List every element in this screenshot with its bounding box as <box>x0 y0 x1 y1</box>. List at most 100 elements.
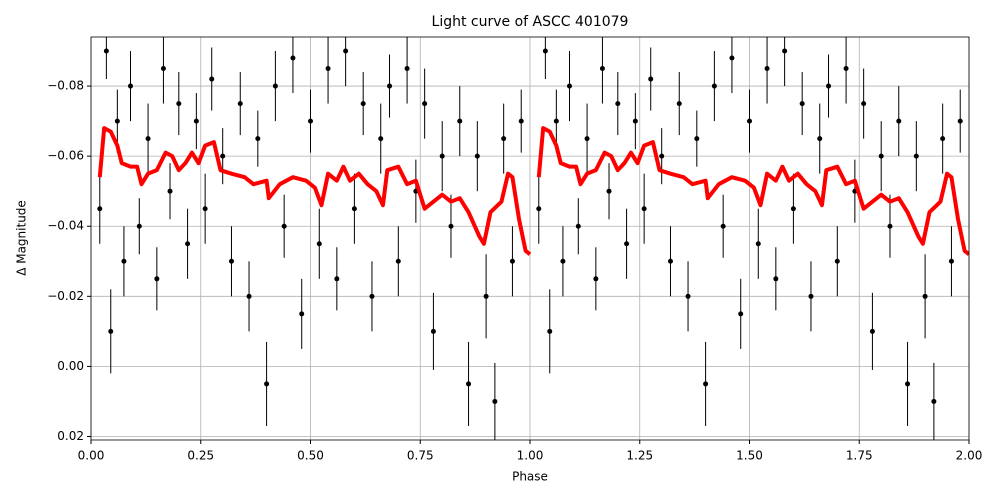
y-tick-label: 0.02 <box>57 429 84 443</box>
data-point <box>128 83 134 89</box>
data-point <box>518 118 524 124</box>
data-point <box>395 258 401 264</box>
data-point <box>694 136 700 142</box>
data-point <box>108 328 114 334</box>
x-tick-label: 0.50 <box>297 449 324 463</box>
data-point <box>536 206 542 212</box>
data-point <box>193 118 199 124</box>
data-point <box>272 83 278 89</box>
data-point <box>509 258 515 264</box>
data-point <box>560 258 566 264</box>
data-point <box>834 258 840 264</box>
data-point <box>755 241 761 247</box>
data-point <box>799 101 805 107</box>
data-point <box>387 83 393 89</box>
data-point <box>826 83 832 89</box>
x-tick-label: 1.25 <box>626 449 653 463</box>
x-tick-label: 2.00 <box>956 449 983 463</box>
grid <box>90 37 970 440</box>
data-point <box>334 276 340 282</box>
x-tick-label: 0.25 <box>187 449 214 463</box>
ticks: 0.00 0.25 0.50 0.75 1.00 1.25 1.50 1.75 2.00 −0.0… <box>47 79 982 463</box>
data-point <box>922 293 928 299</box>
data-point <box>185 241 191 247</box>
x-tick-label: 1.75 <box>846 449 873 463</box>
data-point <box>114 118 120 124</box>
data-point <box>553 118 559 124</box>
data-point <box>703 381 709 387</box>
data-point <box>422 101 428 107</box>
data-point <box>567 83 573 89</box>
data-point <box>790 206 796 212</box>
data-point <box>167 188 173 194</box>
y-tick-label: −0.02 <box>47 289 84 303</box>
data-point <box>782 48 788 54</box>
data-point <box>220 153 226 159</box>
data-point <box>360 101 366 107</box>
data-point <box>246 293 252 299</box>
y-tick-label: −0.06 <box>47 149 84 163</box>
data-point <box>492 398 498 404</box>
data-point <box>632 118 638 124</box>
data-point <box>931 398 937 404</box>
data-point <box>575 223 581 229</box>
data-point <box>343 48 349 54</box>
x-tick-label: 0.75 <box>407 449 434 463</box>
data-point <box>290 55 296 61</box>
data-point <box>659 153 665 159</box>
data-point <box>145 136 151 142</box>
data-point <box>887 223 893 229</box>
data-point <box>547 328 553 334</box>
data-point <box>685 293 691 299</box>
data-point <box>861 101 867 107</box>
data-point <box>957 118 963 124</box>
data-point <box>308 118 313 124</box>
y-tick-label: 0.00 <box>57 359 84 373</box>
data-point <box>624 241 630 247</box>
data-point <box>378 136 384 142</box>
data-point <box>648 76 654 82</box>
data-point <box>641 206 647 212</box>
y-tick-label: −0.04 <box>47 219 84 233</box>
data-point <box>896 118 902 124</box>
y-tick-label: −0.08 <box>47 79 84 93</box>
data-point <box>457 118 463 124</box>
data-point <box>501 136 507 142</box>
data-point <box>711 83 717 89</box>
data-point <box>808 293 814 299</box>
data-point <box>913 153 919 159</box>
data-point <box>466 381 472 387</box>
data-point <box>747 118 752 124</box>
data-point <box>325 66 331 72</box>
data-point <box>606 188 612 194</box>
data-point <box>593 276 599 282</box>
data-point <box>369 293 375 299</box>
binned-curve <box>97 126 969 256</box>
data-point <box>738 311 744 317</box>
data-point <box>615 101 621 107</box>
data-point <box>237 101 243 107</box>
data-point <box>439 153 445 159</box>
data-point <box>430 328 436 334</box>
data-point <box>764 66 770 72</box>
x-tick-label: 1.00 <box>517 449 544 463</box>
data-point <box>202 206 208 212</box>
data-point <box>729 55 735 61</box>
data-point <box>676 101 682 107</box>
data-point <box>940 136 946 142</box>
data-point <box>136 223 142 229</box>
data-point <box>843 66 849 72</box>
data-point <box>404 66 410 72</box>
data-point <box>599 66 605 72</box>
data-point <box>720 223 726 229</box>
chart-title: Light curve of ASCC 401079 <box>432 14 629 30</box>
x-axis-label: Phase <box>512 470 548 484</box>
data-point <box>228 258 234 264</box>
data-point <box>160 66 166 72</box>
data-point <box>474 153 480 159</box>
data-point <box>448 223 454 229</box>
data-point <box>584 136 590 142</box>
data-point <box>299 311 305 317</box>
data-point <box>948 258 954 264</box>
data-point <box>103 48 109 54</box>
